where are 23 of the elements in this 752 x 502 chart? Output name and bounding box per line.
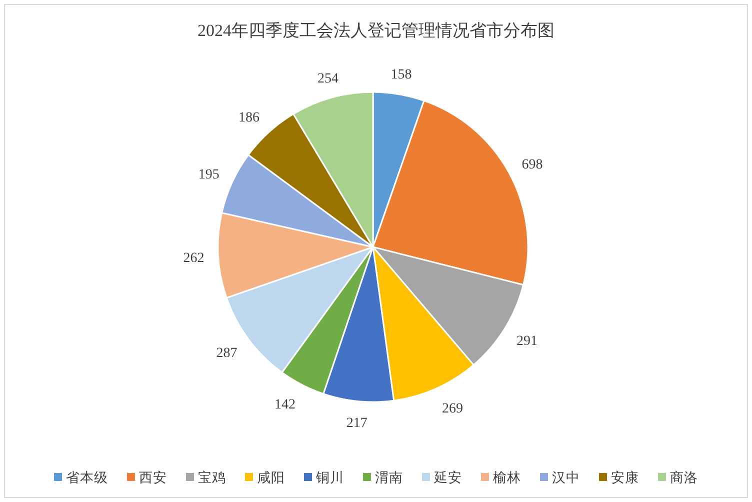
data-label: 186 — [238, 110, 260, 126]
data-label: 195 — [198, 168, 220, 183]
legend-label: 汉中 — [552, 470, 580, 485]
legend-label: 西安 — [139, 470, 167, 485]
data-label: 698 — [522, 158, 543, 173]
legend-label: 咸阳 — [257, 470, 285, 485]
data-label: 158 — [390, 67, 412, 82]
data-label: 291 — [516, 334, 538, 349]
data-label: 269 — [442, 402, 463, 417]
legend-label: 榆林 — [493, 470, 521, 485]
legend-label: 渭南 — [375, 470, 403, 485]
legend-label: 宝鸡 — [198, 470, 226, 485]
chart-title: 2024年四季度工会法人登记管理情况省市分布图 — [198, 21, 554, 40]
legend-label: 铜川 — [315, 470, 344, 485]
legend-label: 安康 — [611, 470, 639, 485]
data-label: 262 — [183, 250, 204, 266]
data-label: 142 — [274, 397, 296, 412]
legend-label: 延安 — [433, 470, 462, 485]
legend-label: 商洛 — [670, 470, 698, 485]
legend-label: 省本级 — [66, 470, 108, 485]
data-label: 287 — [216, 346, 238, 361]
data-label: 254 — [317, 71, 338, 86]
data-label: 217 — [346, 416, 368, 432]
